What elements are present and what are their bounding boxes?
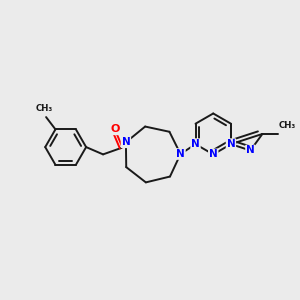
Text: O: O [110, 124, 119, 134]
Text: CH₃: CH₃ [36, 104, 53, 113]
Text: N: N [246, 146, 255, 155]
Text: N: N [209, 149, 218, 159]
Text: N: N [191, 139, 200, 149]
Text: N: N [176, 149, 185, 159]
Text: N: N [122, 137, 130, 147]
Text: CH₃: CH₃ [279, 121, 296, 130]
Text: N: N [226, 139, 235, 149]
